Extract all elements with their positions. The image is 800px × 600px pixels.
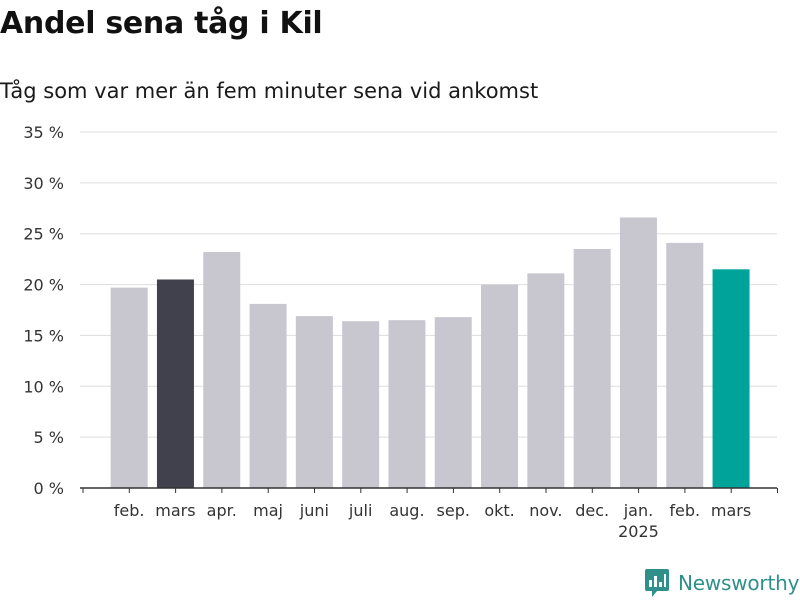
bar bbox=[110, 287, 148, 488]
x-tick-label: maj bbox=[253, 501, 283, 520]
bar bbox=[619, 217, 657, 488]
bar bbox=[712, 269, 750, 488]
y-tick-label: 5 % bbox=[34, 428, 64, 447]
chart-title: Andel sena tåg i Kil bbox=[0, 6, 323, 41]
x-tick-label: feb. bbox=[114, 501, 145, 520]
y-tick-label: 20 % bbox=[23, 276, 64, 295]
bar bbox=[249, 303, 287, 488]
bar bbox=[342, 321, 380, 488]
x-tick-label: dec. bbox=[575, 501, 609, 520]
bar bbox=[434, 317, 472, 488]
chart-subtitle: Tåg som var mer än fem minuter sena vid … bbox=[0, 79, 539, 103]
x-axis-ticks: feb. mars apr. maj juni juli aug. sep. okt. nov. d… bbox=[114, 501, 751, 541]
bar bbox=[573, 248, 611, 488]
gridlines bbox=[80, 131, 777, 438]
bar bbox=[156, 279, 194, 488]
bar bbox=[295, 316, 333, 488]
y-tick-label: 15 % bbox=[23, 326, 64, 345]
newsworthy-logo: Newsworthy bbox=[644, 568, 799, 598]
x-tick-label: nov. bbox=[529, 501, 562, 520]
x-tick-label: mars bbox=[155, 501, 195, 520]
x-tick-label: mars bbox=[711, 501, 751, 520]
x-tick-label: jan. bbox=[623, 501, 653, 520]
bar bbox=[388, 320, 426, 488]
x-tick-label: aug. bbox=[389, 501, 424, 520]
bar bbox=[203, 252, 241, 488]
y-tick-label: 30 % bbox=[23, 174, 64, 193]
y-tick-label: 0 % bbox=[34, 479, 64, 498]
brand-name: Newsworthy bbox=[678, 571, 800, 595]
x-tick-label: sep. bbox=[437, 501, 470, 520]
x-tick-label: apr. bbox=[207, 501, 237, 520]
bar bbox=[666, 242, 704, 488]
y-tick-label: 25 % bbox=[23, 225, 64, 244]
x-tick-label: okt. bbox=[484, 501, 514, 520]
bar bbox=[481, 284, 519, 488]
y-axis-ticks: 0 % 5 % 10 % 15 % 20 % 25 % 30 % 35 % bbox=[23, 123, 64, 498]
y-tick-label: 10 % bbox=[23, 377, 64, 396]
x-tick-year-label: 2025 bbox=[618, 522, 659, 541]
bars bbox=[110, 217, 750, 488]
bar bbox=[527, 273, 565, 488]
y-tick-label: 35 % bbox=[23, 123, 64, 142]
x-tick-label: feb. bbox=[669, 501, 700, 520]
x-tick-label: juli bbox=[348, 501, 372, 520]
x-tick-label: juni bbox=[299, 501, 329, 520]
newsworthy-logo-icon bbox=[645, 569, 669, 597]
x-axis bbox=[80, 487, 778, 493]
